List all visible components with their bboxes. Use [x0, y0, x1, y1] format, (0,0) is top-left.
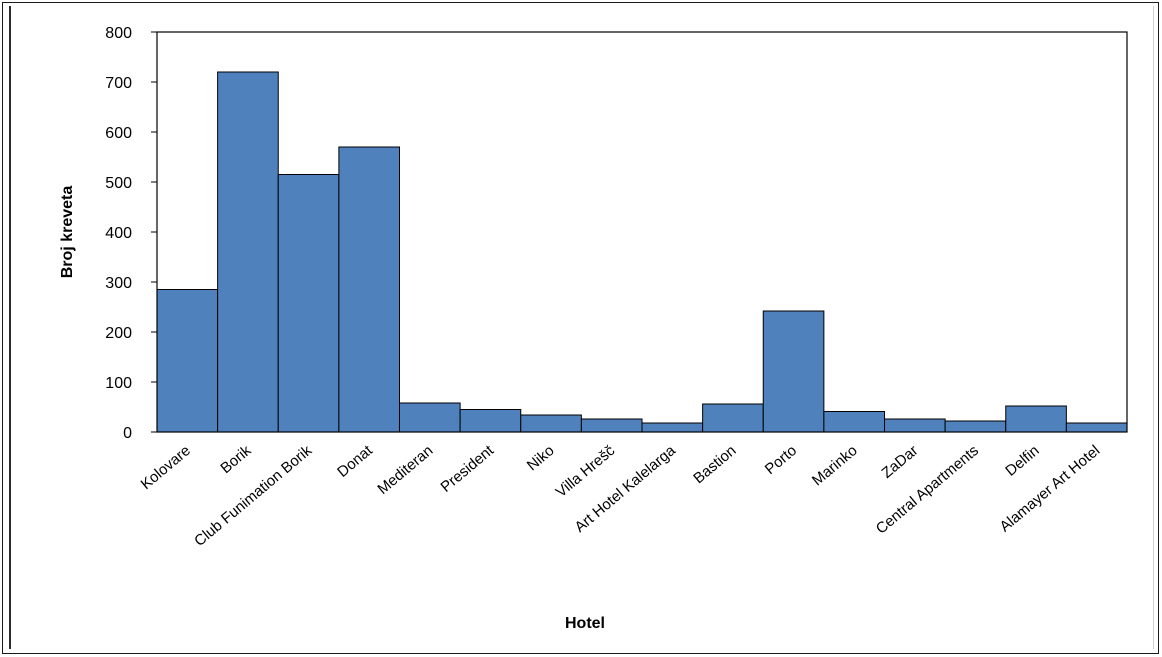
y-axis-ticks: 0 100 200 300 400 500 600 700 800 [105, 25, 157, 442]
plot-area-border [156, 31, 1128, 433]
y-tick-label: 600 [105, 125, 132, 142]
x-tick-label: Central Apartments [873, 442, 982, 538]
y-tick-label: 0 [123, 425, 132, 442]
x-tick-label: Porto [762, 442, 800, 478]
x-tick-label: Bastion [690, 442, 739, 487]
y-tick-label: 500 [105, 175, 132, 192]
x-tick-label: Niko [524, 442, 558, 474]
y-tick-label: 800 [105, 25, 132, 42]
bar-marinko [823, 411, 885, 433]
y-tick-label: 400 [105, 225, 132, 242]
bar-zadar [884, 418, 946, 433]
y-tick-label: 100 [105, 375, 132, 392]
bar-art-hotel-kalelarga [641, 422, 704, 433]
frame-right-rule [1153, 6, 1154, 649]
x-tick-label: Marinko [809, 442, 861, 489]
bar-kolovare [156, 289, 219, 433]
frame-left-rule [9, 6, 11, 649]
bar-niko [520, 414, 582, 433]
x-tick-label: Borik [217, 442, 254, 477]
bar-borik [217, 71, 279, 433]
bar-porto [762, 310, 825, 433]
x-tick-label: Kolovare [138, 442, 194, 493]
bar-delfin [1005, 405, 1067, 433]
y-tick-label: 300 [105, 275, 132, 292]
x-tick-label: President [438, 442, 498, 496]
x-tick-label: ZaDar [879, 442, 922, 482]
x-tick-label: Club Funimation Borik [191, 442, 315, 550]
bar-alamayer-art-hotel [1065, 422, 1128, 433]
bar-bastion [702, 403, 764, 433]
bar-central-apartments [944, 420, 1007, 433]
y-tick-label: 700 [105, 75, 132, 92]
x-axis-title: Hotel [565, 615, 605, 632]
bar-club-funimation-borik [277, 174, 340, 433]
x-tick-label: Art Hotel Kalelarga [572, 442, 680, 536]
x-tick-label: Donat [334, 442, 376, 481]
bars [156, 71, 1128, 433]
x-tick-label: Alamayer Art Hotel [997, 442, 1104, 535]
y-axis-title: Broj kreveta [59, 186, 76, 279]
x-tick-label: Delfin [1002, 442, 1042, 480]
bar-mediteran [399, 402, 461, 433]
bar-donat [338, 146, 400, 433]
x-tick-label: Mediteran [374, 442, 436, 498]
y-tick-label: 200 [105, 325, 132, 342]
bar-president [459, 409, 522, 433]
bar-villa-hre- [580, 418, 643, 433]
